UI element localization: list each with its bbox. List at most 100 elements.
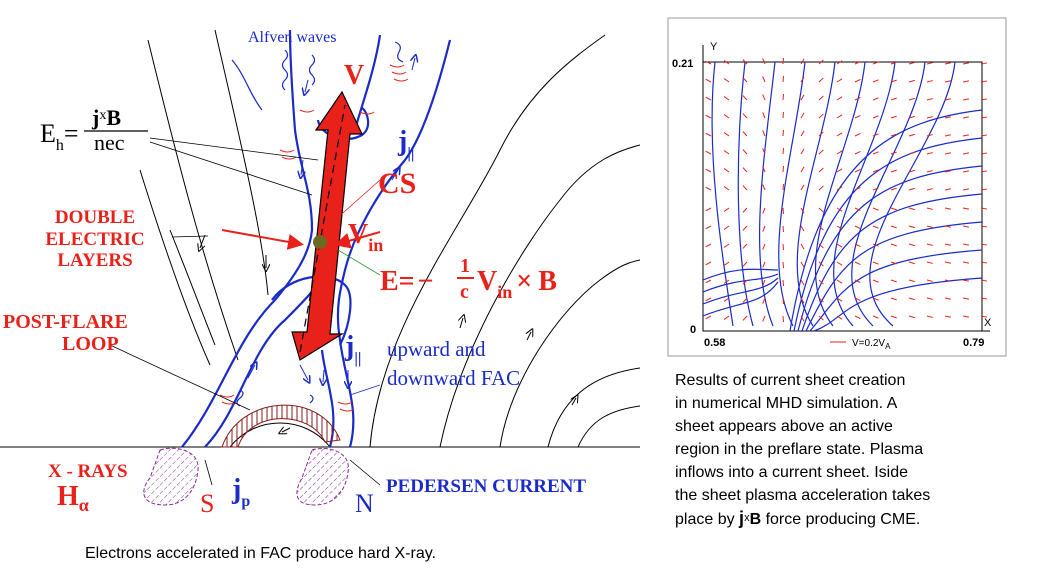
vector xyxy=(944,80,951,83)
vector xyxy=(926,134,933,137)
vector xyxy=(872,243,879,247)
current-sheet xyxy=(291,90,363,361)
vector xyxy=(980,152,987,155)
streamline xyxy=(702,268,779,281)
vector xyxy=(742,77,748,83)
vector xyxy=(836,261,843,266)
vector xyxy=(854,60,861,65)
vector xyxy=(818,113,824,119)
vector xyxy=(926,170,933,173)
label: in xyxy=(368,235,383,255)
streamline xyxy=(789,109,983,332)
label: B xyxy=(750,511,762,528)
vector xyxy=(890,79,897,83)
vector xyxy=(980,98,987,101)
vector xyxy=(800,261,805,268)
vector xyxy=(705,279,712,284)
vector xyxy=(705,132,712,137)
equation: Eh= xyxy=(40,119,79,154)
inflow-right xyxy=(334,231,381,249)
vector xyxy=(762,297,766,304)
vector xyxy=(962,80,969,83)
vector xyxy=(742,167,748,173)
label: A xyxy=(885,342,891,351)
caption-line: sheet appears above an active xyxy=(675,418,893,435)
streamline xyxy=(797,165,983,332)
label: V xyxy=(344,60,364,91)
label: p xyxy=(241,493,250,510)
vector xyxy=(818,315,824,321)
vector xyxy=(800,112,805,119)
scale-label: V=0.2VA xyxy=(852,338,891,351)
streamline xyxy=(702,273,779,293)
vector xyxy=(723,315,730,320)
vector xyxy=(944,261,951,264)
vector xyxy=(872,315,879,319)
vector xyxy=(800,148,805,155)
velocity-vectors xyxy=(705,57,987,323)
vector xyxy=(836,60,843,65)
label: α xyxy=(79,495,89,515)
vector xyxy=(908,315,915,319)
vector xyxy=(872,225,879,229)
label: V xyxy=(348,219,368,250)
vector xyxy=(762,76,766,83)
vector xyxy=(962,261,969,264)
vector xyxy=(872,297,879,301)
label: − xyxy=(418,266,434,297)
vector xyxy=(854,207,861,212)
vector xyxy=(818,207,824,213)
vector xyxy=(762,243,766,250)
label: E= xyxy=(380,266,415,297)
caption-line: in numerical MHD simulation. A xyxy=(675,395,898,412)
inflow-left xyxy=(221,229,304,250)
vector xyxy=(723,225,730,230)
label: X - RAYS xyxy=(48,461,128,482)
vector xyxy=(980,261,987,264)
streamline xyxy=(809,249,983,332)
label: nec xyxy=(94,130,125,155)
vector xyxy=(705,150,712,155)
tick-label: 0.21 xyxy=(672,58,693,70)
vector xyxy=(944,134,951,137)
vector xyxy=(723,243,730,248)
vector xyxy=(944,297,951,300)
vector xyxy=(836,207,843,212)
vector xyxy=(854,132,861,137)
vector xyxy=(872,279,879,283)
label: force producing CME. xyxy=(761,511,920,528)
streamline xyxy=(737,61,754,327)
vector xyxy=(944,315,951,318)
label: × xyxy=(516,266,532,297)
vector xyxy=(836,114,843,119)
vector xyxy=(908,187,915,191)
vector xyxy=(944,116,951,119)
caption: Electrons accelerated in FAC produce har… xyxy=(85,545,436,562)
vector xyxy=(926,243,933,246)
streamline xyxy=(702,277,779,305)
label: CS xyxy=(378,167,416,200)
vector xyxy=(762,225,766,232)
vector xyxy=(980,207,987,210)
vector xyxy=(800,225,805,232)
vector xyxy=(962,297,969,300)
vector xyxy=(890,297,897,301)
vector xyxy=(742,297,748,303)
vector xyxy=(762,207,766,214)
vector xyxy=(800,94,805,101)
label: downward FAC xyxy=(387,366,520,390)
vector xyxy=(723,297,730,302)
streamline xyxy=(759,61,776,327)
vector xyxy=(723,279,730,284)
vector xyxy=(962,243,969,246)
vector xyxy=(836,186,843,191)
vector xyxy=(926,98,933,101)
vector xyxy=(854,78,861,83)
vector xyxy=(890,187,897,191)
vector xyxy=(980,279,987,282)
caption-line: the sheet plasma acceleration takes xyxy=(675,487,930,504)
axis-label: Y xyxy=(710,41,718,53)
vector xyxy=(818,243,824,249)
label: S xyxy=(200,489,214,518)
vector xyxy=(908,225,915,229)
